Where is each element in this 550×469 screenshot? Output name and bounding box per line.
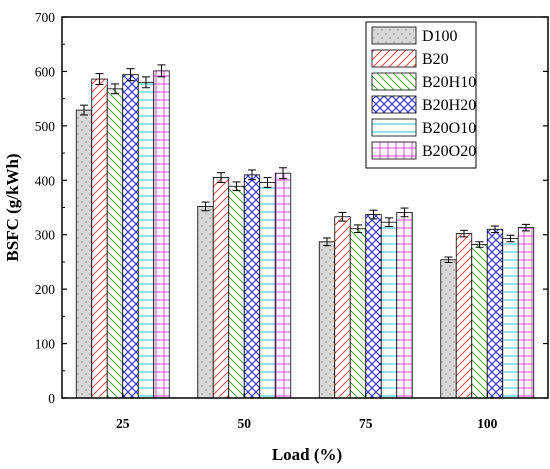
- error-bar-b20h20-75: [369, 209, 378, 220]
- bar-b20h20-100: [486, 228, 504, 399]
- legend-swatch-b20o20: [371, 141, 417, 160]
- y-tick-label: 500: [35, 119, 56, 134]
- bar-d100-75: [318, 241, 336, 399]
- y-tick-label: 200: [35, 282, 56, 297]
- bar-b20h10-50: [228, 185, 245, 399]
- error-bar-b20o10-50: [263, 177, 272, 188]
- error-bar-b20o10-75: [385, 217, 393, 228]
- bar-b20-75: [334, 216, 351, 399]
- error-bar-b20h10-75: [354, 224, 362, 234]
- x-tick-label: 25: [116, 416, 130, 431]
- ticks-layer: 0 100 200 300 400 500 600 700 25 50 75 100: [35, 10, 548, 431]
- error-bar-d100-100: [444, 256, 453, 263]
- legend-swatch-b20h10: [371, 72, 417, 91]
- error-bar-b20-100: [460, 229, 468, 238]
- y-tick-label: 700: [35, 10, 56, 25]
- x-tick-label: 75: [359, 416, 373, 431]
- bar-b20h10-100: [471, 244, 488, 399]
- bars-layer: [75, 70, 535, 399]
- error-bar-b20o20-25: [157, 64, 166, 78]
- error-bar-b20-25: [95, 73, 104, 85]
- legend-label-b20o20: B20O20: [422, 143, 476, 160]
- bar-b20o10-25: [137, 81, 155, 399]
- x-axis-label: Load (%): [272, 445, 342, 464]
- bar-b20h10-75: [349, 228, 367, 399]
- error-bar-b20h20-50: [248, 169, 256, 181]
- error-bar-b20-75: [338, 211, 347, 222]
- bar-b20o20-100: [517, 227, 535, 399]
- error-bar-d100-75: [323, 237, 331, 247]
- bar-b20o10-100: [502, 238, 519, 399]
- y-tick-label: 600: [35, 64, 56, 79]
- error-bar-d100-50: [201, 201, 210, 212]
- error-bar-b20o20-100: [522, 223, 530, 232]
- bar-b20o20-25: [153, 70, 170, 399]
- error-bar-b20o20-50: [279, 167, 287, 180]
- bar-b20-25: [91, 78, 108, 399]
- bar-b20h20-25: [122, 74, 139, 399]
- error-bar-b20o10-100: [506, 234, 515, 243]
- error-bars-layer: [80, 64, 530, 263]
- error-bar-b20h20-25: [126, 68, 135, 82]
- x-tick-label: 50: [238, 416, 252, 431]
- legend-label-b20h20: B20H20: [422, 97, 476, 114]
- error-bar-b20h10-100: [475, 241, 484, 248]
- y-tick-label: 300: [35, 228, 56, 243]
- bar-d100-25: [75, 109, 93, 399]
- bar-d100-100: [440, 259, 457, 399]
- error-bar-b20h10-50: [232, 181, 241, 192]
- legend-swatch-d100: [371, 26, 417, 45]
- y-tick-label: 400: [35, 173, 56, 188]
- legend-label-b20h10: B20H10: [422, 74, 476, 91]
- bar-b20o20-75: [396, 211, 413, 399]
- y-axis-label: BSFC (g/kWh): [3, 153, 22, 261]
- bar-d100-50: [197, 206, 214, 399]
- bar-b20h20-75: [365, 214, 382, 399]
- legend-swatch-b20o10: [371, 118, 417, 137]
- legend: D100 B20 B20H10 B20H20 B20O10 B20O20: [365, 21, 477, 169]
- bar-b20-50: [212, 177, 230, 399]
- error-bar-d100-25: [80, 104, 88, 116]
- y-tick-label: 100: [35, 337, 56, 352]
- error-bar-b20h10-25: [111, 83, 119, 95]
- error-bar-b20o10-25: [142, 76, 150, 89]
- legend-label-b20: B20: [422, 51, 449, 68]
- error-bar-b20o20-75: [400, 207, 409, 218]
- error-bar-b20-50: [217, 172, 225, 183]
- legend-label-b20o10: B20O10: [422, 120, 476, 137]
- error-bar-b20h20-100: [491, 225, 499, 234]
- legend-swatch-b20h20: [371, 95, 417, 114]
- bar-b20-100: [455, 233, 473, 399]
- legend-swatch-b20: [371, 49, 417, 68]
- x-tick-label: 100: [477, 416, 498, 431]
- bar-b20o10-75: [380, 221, 398, 399]
- legend-label-d100: D100: [422, 28, 458, 45]
- bar-b20o10-50: [259, 182, 276, 399]
- bar-b20o20-50: [274, 172, 292, 399]
- bar-b20h10-25: [106, 88, 124, 399]
- y-tick-label: 0: [48, 391, 55, 406]
- bar-b20h20-50: [243, 174, 261, 399]
